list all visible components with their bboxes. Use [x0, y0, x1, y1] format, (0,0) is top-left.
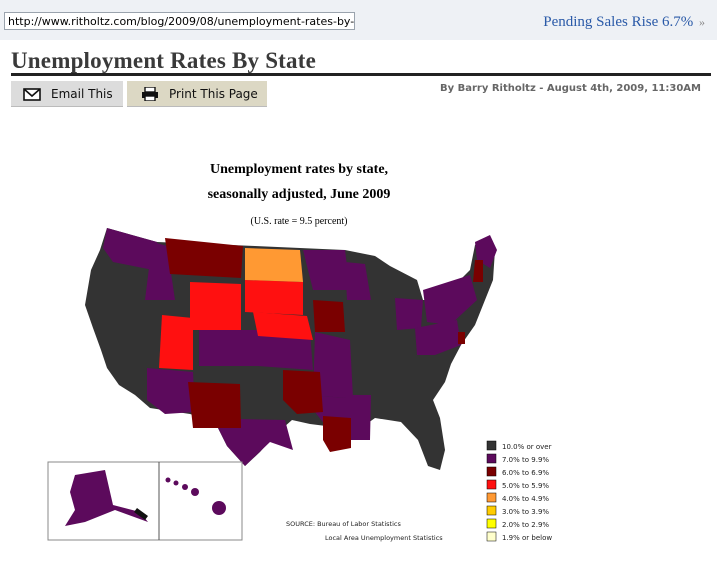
legend-label-3: 3.0% to 3.9% [502, 508, 549, 516]
map-svg: Unemployment rates by state, seasonally … [47, 162, 552, 542]
legend-label-10-plus: 10.0% or over [502, 443, 552, 451]
legend-swatch-5 [486, 479, 497, 490]
print-page-label: Print This Page [169, 87, 258, 101]
legend-swatch-10-plus [486, 440, 497, 451]
post-byline: By Barry Ritholtz - August 4th, 2009, 11… [439, 83, 701, 94]
unemployment-map-figure: Unemployment rates by state, seasonally … [45, 150, 585, 542]
address-bar[interactable]: http://www.ritholtz.com/blog/2009/08/une… [4, 12, 355, 30]
figure-source-line2: Local Area Unemployment Statistics [325, 534, 443, 542]
title-divider [11, 73, 711, 76]
legend: 10.0% or over 7.0% to 9.9% 6.0% to 6.9% … [486, 440, 552, 542]
email-this-label: Email This [51, 87, 113, 101]
chevron-right-icon: » [699, 15, 705, 29]
legend-label-4: 4.0% to 4.9% [502, 495, 549, 503]
figure-source-line1: SOURCE: Bureau of Labor Statistics [286, 520, 401, 528]
legend-label-7-9: 7.0% to 9.9% [502, 456, 549, 464]
states-5-to-5-9 [159, 280, 313, 370]
states-6-to-6-9 [165, 238, 483, 452]
legend-label-5: 5.0% to 5.9% [502, 482, 549, 490]
legend-swatch-6 [486, 466, 497, 477]
browser-bar: http://www.ritholtz.com/blog/2009/08/une… [0, 0, 717, 40]
email-this-button[interactable]: Email This [11, 81, 123, 107]
legend-swatch-3 [486, 505, 497, 516]
figure-title-line2: seasonally adjusted, June 2009 [208, 187, 391, 202]
pending-sales-link-text[interactable]: Pending Sales Rise 6.7% [543, 14, 694, 30]
envelope-icon [23, 88, 41, 101]
legend-swatch-7-9 [486, 453, 497, 464]
legend-swatch-2 [486, 518, 497, 529]
pending-sales-link[interactable]: Pending Sales Rise 6.7% » [543, 14, 705, 31]
states-7-to-9-9 [103, 228, 497, 466]
alaska-hawaii-inset [47, 461, 243, 541]
legend-label-below-2: 1.9% or below [502, 534, 552, 542]
legend-swatch-below-2 [486, 531, 497, 542]
states-4-to-4-9 [245, 248, 303, 282]
figure-subtitle: (U.S. rate = 9.5 percent) [251, 216, 348, 227]
legend-swatch-4 [486, 492, 497, 503]
post-title: Unemployment Rates By State [11, 48, 317, 73]
print-page-button[interactable]: Print This Page [127, 81, 267, 107]
figure-title-line1: Unemployment rates by state, [210, 162, 388, 177]
printer-icon [142, 87, 158, 101]
legend-label-2: 2.0% to 2.9% [502, 521, 549, 529]
legend-label-6: 6.0% to 6.9% [502, 469, 549, 477]
